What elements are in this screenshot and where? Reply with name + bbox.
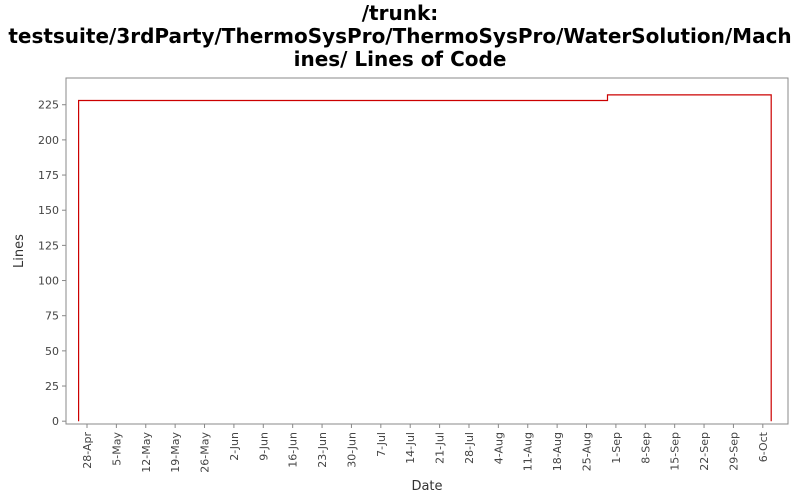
y-tick-label: 125 xyxy=(38,239,59,252)
y-tick-label: 25 xyxy=(45,380,59,393)
x-tick-label: 2-Jun xyxy=(228,432,241,461)
y-tick-label: 100 xyxy=(38,275,59,288)
y-tick-label: 0 xyxy=(52,415,59,428)
x-tick-label: 16-Jun xyxy=(287,432,300,468)
y-tick-label: 175 xyxy=(38,169,59,182)
x-tick-label: 21-Jul xyxy=(434,432,447,464)
x-tick-label: 7-Jul xyxy=(375,432,388,457)
y-tick-label: 75 xyxy=(45,310,59,323)
x-tick-label: 25-Aug xyxy=(581,432,594,471)
x-tick-label: 23-Jun xyxy=(316,432,329,468)
x-tick-label: 19-May xyxy=(169,432,182,473)
x-tick-label: 9-Jun xyxy=(257,432,270,461)
series-line xyxy=(77,94,772,422)
x-tick-label: 15-Sep xyxy=(669,432,682,471)
x-tick-label: 14-Jul xyxy=(404,432,417,464)
x-tick-label: 5-May xyxy=(110,432,123,466)
chart-title: ines/ Lines of Code xyxy=(294,47,507,71)
x-tick-label: 4-Aug xyxy=(492,432,505,464)
y-tick-label: 200 xyxy=(38,134,59,147)
y-tick-label: 150 xyxy=(38,204,59,217)
x-tick-label: 18-Aug xyxy=(551,432,564,471)
x-axis-label: Date xyxy=(411,479,442,494)
x-tick-label: 11-Aug xyxy=(522,432,535,471)
x-tick-label: 12-May xyxy=(140,432,153,473)
x-tick-label: 8-Sep xyxy=(639,432,652,464)
x-tick-label: 6-Oct xyxy=(757,431,770,462)
y-axis-label: Lines xyxy=(12,234,27,268)
x-tick-label: 28-Apr xyxy=(81,432,94,469)
x-tick-label: 22-Sep xyxy=(698,432,711,471)
chart-title: /trunk: xyxy=(362,1,439,25)
x-tick-label: 26-May xyxy=(199,432,212,473)
x-tick-label: 29-Sep xyxy=(727,432,740,471)
y-tick-label: 225 xyxy=(38,99,59,112)
x-tick-label: 1-Sep xyxy=(610,432,623,464)
chart-title: testsuite/3rdParty/ThermoSysPro/ThermoSy… xyxy=(8,24,791,48)
x-tick-label: 28-Jul xyxy=(463,432,476,464)
x-tick-label: 30-Jun xyxy=(345,432,358,468)
plot-area xyxy=(65,77,789,425)
y-tick-label: 50 xyxy=(45,345,59,358)
